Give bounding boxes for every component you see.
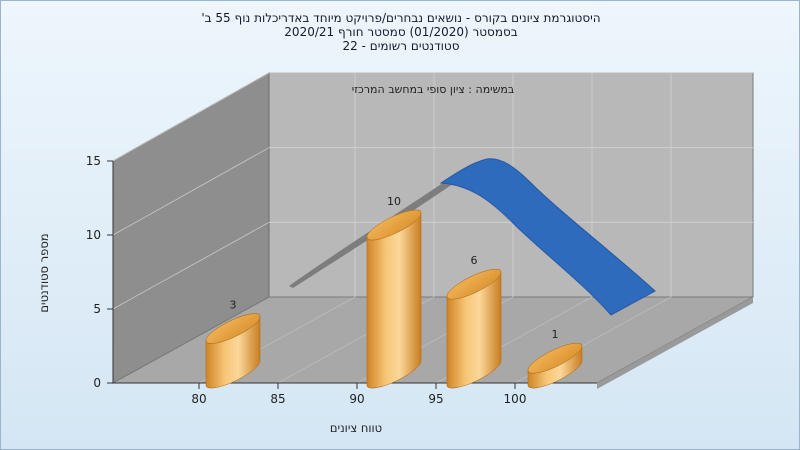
x-axis-ticks: 80 85 90 95 100 xyxy=(191,383,526,406)
bar-body xyxy=(446,271,502,389)
bar-cap xyxy=(366,209,422,241)
chart-annotation: במשימה : ציון סופי במחשב המרכזי xyxy=(352,83,515,96)
chart-title-line-1: היסטוגרמת ציונים בקורס - נושאים נבחרים/פ… xyxy=(201,11,601,25)
chart-title-line-3: סטודנטים רשומים - 22 xyxy=(342,39,460,53)
bar-100-105: 1 xyxy=(527,328,583,389)
y-tick-label-15: 15 xyxy=(86,154,101,168)
gridline-left-15 xyxy=(112,72,270,162)
y-axis-ticks: 0 5 10 15 xyxy=(86,154,113,390)
bar-90-95: 10 xyxy=(366,195,422,389)
x-tick-label-100: 100 xyxy=(504,392,527,406)
bar-value-label: 3 xyxy=(230,299,237,312)
bar-value-label: 10 xyxy=(387,195,401,208)
y-tick-label-10: 10 xyxy=(86,228,101,242)
y-tick-label-5: 5 xyxy=(93,302,101,316)
bar-body xyxy=(205,316,261,389)
x-tick-label-80: 80 xyxy=(191,392,206,406)
x-axis-title: טווח ציונים xyxy=(330,421,382,435)
x-tick-label-85: 85 xyxy=(270,392,285,406)
chart-title-line-2: בסמסטר (01/2020) סמסטר חורף 2020/21 xyxy=(284,25,518,39)
bar-cap xyxy=(446,268,502,300)
x-tick-label-90: 90 xyxy=(349,392,364,406)
floor-front-edge xyxy=(597,297,753,389)
bar-cap xyxy=(205,313,261,344)
bars: 3 10 6 1 xyxy=(205,195,583,389)
bar-95-100: 6 xyxy=(446,254,502,389)
bar-value-label: 1 xyxy=(552,328,559,341)
y-tick-label-0: 0 xyxy=(93,376,101,390)
distribution-curve xyxy=(439,158,656,316)
x-tick-label-95: 95 xyxy=(428,392,443,406)
bar-body xyxy=(366,212,422,389)
gridlines xyxy=(112,72,753,384)
bar-80-85: 3 xyxy=(205,299,261,389)
gridline-left-10 xyxy=(112,147,270,236)
bar-cap xyxy=(527,342,583,374)
gridline-left-5 xyxy=(112,221,270,310)
y-axis-title: מספר סטודנטים xyxy=(37,233,51,312)
bar-value-label: 6 xyxy=(471,254,478,267)
